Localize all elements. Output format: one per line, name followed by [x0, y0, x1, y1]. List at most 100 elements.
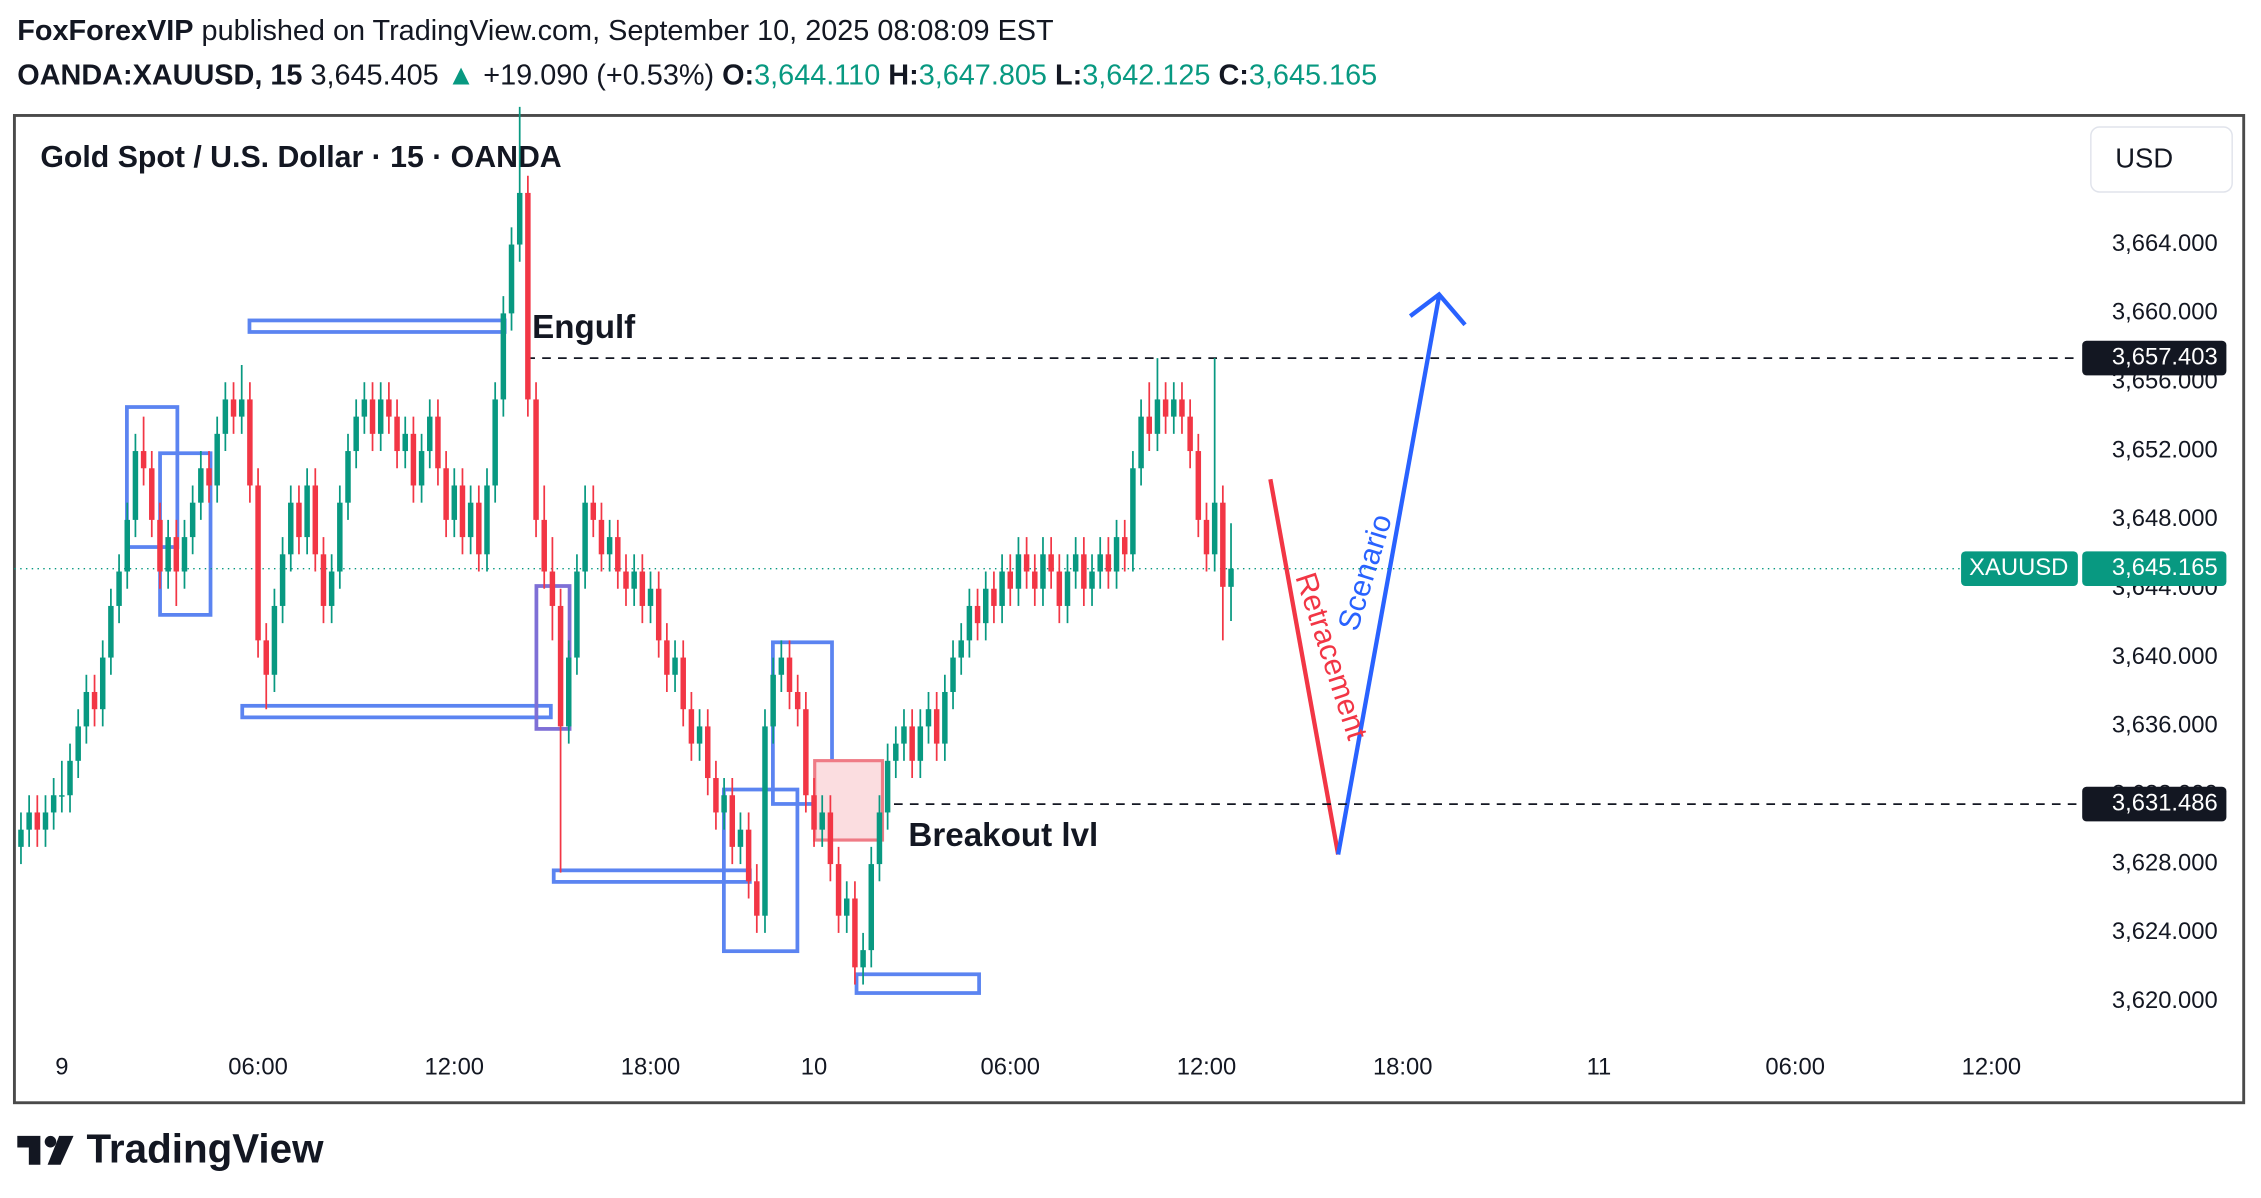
candle-body [435, 416, 441, 469]
candle-body [26, 812, 32, 830]
candle-body [238, 399, 245, 417]
candle-body [909, 726, 915, 761]
candle-body [819, 812, 825, 830]
symbol-label: XAUUSD [1969, 554, 2068, 581]
candle-body [631, 571, 637, 589]
candle-body [402, 433, 408, 452]
logo-mark [17, 1135, 41, 1165]
candle-body [361, 399, 368, 417]
candle-body [516, 192, 523, 245]
annotation: Breakout lvl [908, 817, 1098, 854]
candle-body [443, 468, 449, 520]
retracement-line [1268, 478, 1341, 855]
candle-body [1023, 554, 1030, 572]
candle-body [721, 795, 727, 813]
y-tick-label: 3,640.000 [2112, 643, 2218, 670]
candle-body [884, 760, 891, 813]
y-tick-label: 3,636.000 [2112, 712, 2218, 739]
candle-body [1162, 399, 1169, 417]
candle-body [75, 726, 81, 761]
candle-body [386, 399, 392, 417]
candle-body [982, 588, 989, 624]
candle-body [933, 709, 940, 744]
candle-body [157, 519, 163, 572]
candle-body [50, 795, 57, 813]
candle-body [705, 726, 711, 779]
candle-body [1146, 416, 1153, 434]
candle-body [108, 605, 114, 658]
logo-mark [47, 1135, 74, 1165]
candle-body [1195, 451, 1202, 520]
candle-body [1179, 399, 1185, 417]
price-label: 3,645.165 [2112, 554, 2218, 581]
y-tick-label: 3,620.000 [2112, 987, 2218, 1014]
candle-body [42, 812, 49, 830]
candle-body [124, 519, 130, 572]
candle-body [566, 657, 572, 727]
x-tick-label: 11 [1587, 1053, 1612, 1080]
candle-body [467, 502, 474, 538]
candle-body [83, 691, 90, 727]
candle-body [1211, 502, 1218, 555]
candle-body [541, 519, 547, 572]
candle-body [67, 760, 73, 796]
candle-body [966, 605, 973, 641]
candle-body [1228, 568, 1234, 587]
candle-body [925, 709, 932, 727]
arrow: ▲ [447, 59, 476, 91]
candle-body [427, 416, 433, 452]
candle-body [1187, 416, 1193, 452]
candle-body [1097, 554, 1103, 572]
x-tick-label: 9 [55, 1053, 68, 1080]
candle-body [672, 657, 678, 675]
candle-body [549, 571, 556, 606]
candle-body [525, 192, 531, 400]
candle-body [1007, 571, 1014, 589]
candle-body [247, 399, 253, 486]
candle-body [189, 502, 196, 538]
candle-body [803, 709, 809, 796]
candle-body [484, 485, 490, 555]
candle-body [165, 537, 171, 572]
candle-body [606, 537, 613, 555]
scenario-arrow [1336, 295, 1442, 855]
change: +19.090 (+0.53%) [483, 59, 714, 91]
candle-body [140, 451, 147, 469]
chart-frame [12, 114, 2246, 1105]
candle-body [304, 485, 310, 538]
candle-body [737, 829, 744, 847]
candle-body [91, 691, 98, 710]
candle-body [132, 451, 139, 520]
x-tick-label: 18:00 [1373, 1053, 1433, 1080]
h-label: H: [888, 59, 918, 91]
level-label: 3,631.486 [2112, 789, 2218, 816]
candle-body [1171, 399, 1177, 417]
candle-body [615, 537, 621, 572]
box [240, 703, 553, 720]
annotation: Engulf [532, 309, 636, 346]
candle-body [214, 433, 220, 486]
candle-body [1032, 571, 1038, 589]
brand: TradingView [87, 1125, 325, 1171]
candle-body [745, 829, 752, 882]
candle-body [320, 554, 327, 606]
candle-body [754, 881, 760, 916]
x-tick-label: 06:00 [981, 1053, 1041, 1080]
x-tick-label: 18:00 [621, 1053, 681, 1080]
y-tick-label: 3,628.000 [2112, 849, 2218, 876]
candle-body [1121, 537, 1128, 555]
candle-body [173, 537, 180, 572]
candle-body [655, 588, 662, 641]
y-tick-label: 3,664.000 [2112, 230, 2218, 257]
candle-body [688, 709, 695, 744]
currency-button[interactable] [2090, 126, 2233, 193]
logo [17, 1135, 74, 1165]
candle-body [1064, 571, 1071, 606]
candle-body [500, 313, 507, 400]
price: 3,645.405 [310, 59, 438, 91]
publisher: FoxForexVIP [17, 14, 193, 46]
candle-body [991, 588, 997, 606]
currency: USD [2115, 142, 2173, 173]
x-tick-label: 06:00 [228, 1053, 288, 1080]
